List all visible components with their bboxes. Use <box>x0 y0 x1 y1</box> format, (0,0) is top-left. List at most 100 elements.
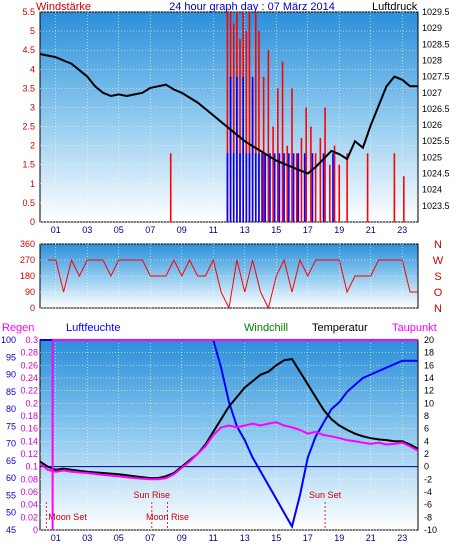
pressure-line <box>39 53 418 175</box>
p1-x-tick-label: 11 <box>209 225 218 235</box>
wind-direction-line <box>47 258 418 310</box>
temperature-axis-ticks: -10 -8 -6 -4 -2 0 2 4 6 8 10 12 14 16 18 20 <box>424 335 437 535</box>
windspeed-tick-label: 0.5 <box>22 198 35 208</box>
p3-x-tick-label: 11 <box>209 533 218 543</box>
temperature-tick-label: 0 <box>424 462 429 472</box>
humidity-tick-label: 60 <box>6 473 16 483</box>
pressure-tick-label: 1025.5 <box>422 136 450 146</box>
pressure-tick-label: 1026.5 <box>422 104 450 114</box>
pressure-tick-label: 1029 <box>422 23 442 33</box>
humidity-tick-label: 85 <box>6 387 16 397</box>
p3-x-tick-label: 21 <box>366 533 376 543</box>
rain-tick-label: 0.14 <box>20 436 38 446</box>
panel1-plot-area <box>39 11 419 223</box>
p3-x-tick-label: 05 <box>114 533 124 543</box>
windspeed-tick-label: 2 <box>30 141 35 151</box>
rain-tick-label: 0.08 <box>20 474 38 484</box>
legend-item: Temperatur <box>312 322 368 334</box>
annotation-label: Sun Rise <box>134 490 171 500</box>
p1-x-tick-label: 09 <box>177 225 187 235</box>
p1-x-tick-label: 19 <box>334 225 344 235</box>
temperature-tick-label: 10 <box>424 398 434 408</box>
compass-label: W <box>433 255 444 267</box>
temperature-tick-label: 2 <box>424 449 429 459</box>
temperature-tick-label: 14 <box>424 373 434 383</box>
rain-tick-label: 0.18 <box>20 411 38 421</box>
legend-item: Regen <box>2 322 34 334</box>
sun-moon-annotations: Moon Set Sun Rise Moon Rise Sun Set <box>45 490 342 530</box>
pressure-tick-label: 1024.5 <box>422 169 450 179</box>
windspeed-tick-label: 3 <box>30 102 35 112</box>
direction-tick-label: 0 <box>30 303 35 313</box>
rain-tick-label: 0.28 <box>20 348 38 358</box>
pressure-tick-label: 1029.5 <box>422 7 450 17</box>
direction-tick-label: 90 <box>25 287 35 297</box>
direction-tick-label: 270 <box>20 255 35 265</box>
compass-label: N <box>434 239 442 251</box>
panel3-series <box>39 339 419 530</box>
p3-x-tick-label: 17 <box>303 533 313 543</box>
compass-label: O <box>434 287 443 299</box>
p3-x-tick-label: 09 <box>177 533 187 543</box>
temperature-tick-label: 8 <box>424 411 429 421</box>
temperature-tick-label: -4 <box>424 487 432 497</box>
p1-x-tick-label: 21 <box>366 225 376 235</box>
temperature-tick-label: 4 <box>424 436 429 446</box>
pressure-tick-label: 1024 <box>422 185 442 195</box>
humidity-tick-label: 45 <box>6 525 16 535</box>
windspeed-tick-label: 2.5 <box>22 122 35 132</box>
humidity-tick-label: 100 <box>1 335 16 345</box>
temperature-tick-label: 12 <box>424 386 434 396</box>
p1-x-tick-label: 17 <box>303 225 313 235</box>
pressure-axis-ticks: 1023.5 1024 1024.5 1025 1025.5 1026 1026.5 1027… <box>422 7 450 211</box>
rain-tick-label: 0.22 <box>20 386 38 396</box>
windspeed-tick-label: 4.5 <box>22 45 35 55</box>
panel1-grid <box>40 11 418 223</box>
pressure-tick-label: 1028 <box>422 55 442 65</box>
direction-tick-label: 180 <box>20 271 35 281</box>
temperature-tick-label: 20 <box>424 335 434 345</box>
legend-item: Taupunkt <box>392 322 437 334</box>
panel3-legend: Regen Luftfeuchte Windchill Temperatur Taupu… <box>2 322 437 334</box>
humidity-tick-label: 90 <box>6 370 16 380</box>
rain-tick-label: 0.3 <box>25 335 38 345</box>
temperature-tick-label: -10 <box>424 525 437 535</box>
humidity-tick-label: 95 <box>6 352 16 362</box>
windspeed-tick-label: 0 <box>30 217 35 227</box>
p3-x-tick-label: 15 <box>271 533 281 543</box>
temperature-tick-label: -2 <box>424 474 432 484</box>
rain-tick-label: 0.26 <box>20 360 38 370</box>
humidity-tick-label: 80 <box>6 404 16 414</box>
pressure-wind-panel: 0 0.5 1 1.5 2 2.5 3 3.5 4 4.5 5 5.5 1023.5 1024 1024.… <box>22 1 449 235</box>
temperature-tick-label: -8 <box>424 512 432 522</box>
p1-x-tick-label: 15 <box>271 225 281 235</box>
chart-title: 24 hour graph day : 07 März 2014 <box>169 1 335 13</box>
annotation-label: Sun Set <box>309 490 342 500</box>
pressure-tick-label: 1026 <box>422 120 442 130</box>
p3-x-tick-label: 07 <box>145 533 155 543</box>
p1-x-tick-label: 01 <box>51 225 61 235</box>
panel3-x-axis-ticks: 01 03 05 07 09 11 13 15 17 19 21 23 <box>51 533 408 543</box>
rain-tick-label: 0.02 <box>20 512 38 522</box>
windspeed-tick-label: 1.5 <box>22 160 35 170</box>
right-axis-label: Luftdruck <box>372 1 418 13</box>
humidity-tick-label: 70 <box>6 439 16 449</box>
panel3-plot-area <box>39 339 419 531</box>
legend-item: Windchill <box>244 322 288 334</box>
p3-x-tick-label: 13 <box>240 533 250 543</box>
pressure-tick-label: 1023.5 <box>422 201 450 211</box>
humidity-tick-label: 55 <box>6 490 16 500</box>
temperature-tick-label: 18 <box>424 348 434 358</box>
p1-x-tick-label: 03 <box>82 225 92 235</box>
humidity-tick-label: 65 <box>6 456 16 466</box>
annotation-label: Moon Rise <box>146 512 189 522</box>
legend-item: Luftfeuchte <box>66 322 120 334</box>
rain-axis-ticks: 0 0.02 0.04 0.06 0.08 0.1 0.12 0.14 0.16 0.18 0.2 0… <box>20 335 38 535</box>
windspeed-tick-label: 1 <box>30 179 35 189</box>
series-line-taupunkt <box>39 421 419 481</box>
windspeed-tick-label: 5 <box>30 26 35 36</box>
humidity-tick-label: 75 <box>6 421 16 431</box>
compass-label: S <box>434 271 441 283</box>
